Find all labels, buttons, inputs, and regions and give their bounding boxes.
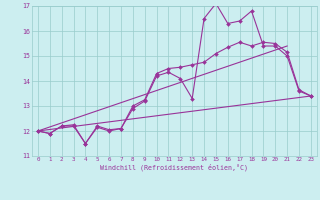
X-axis label: Windchill (Refroidissement éolien,°C): Windchill (Refroidissement éolien,°C)	[100, 164, 248, 171]
